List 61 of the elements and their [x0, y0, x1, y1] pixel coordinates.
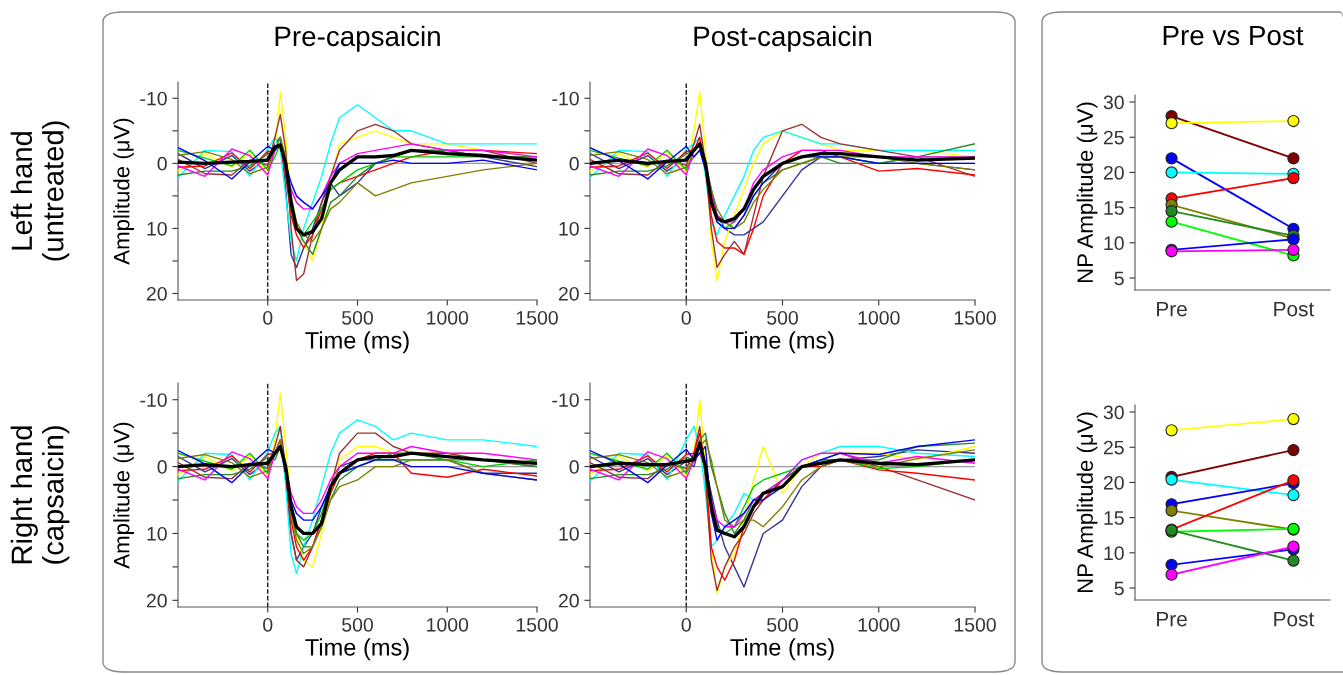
x-tick-label: Post: [1274, 611, 1315, 627]
y-tick-label: 0: [569, 460, 579, 474]
y-tick-label: 5: [1114, 581, 1124, 596]
x-tick-label: 1000: [858, 310, 900, 325]
x-tick-label: 1000: [427, 617, 469, 632]
y-tick-label: 0: [157, 156, 167, 171]
x-axis-title: Time (ms): [730, 331, 834, 354]
y-tick-label: -10: [140, 393, 167, 407]
x-tick-label: 1000: [858, 617, 900, 632]
y-tick-label: 15: [1104, 511, 1124, 525]
y-tick-label: 30: [1103, 405, 1124, 420]
x-tick-label: 500: [342, 310, 373, 325]
y-tick-label: 20: [558, 593, 579, 608]
y-tick-label: 20: [1103, 475, 1124, 490]
y-tick-label: 25: [1103, 130, 1124, 145]
y-tick-label: 0: [569, 156, 579, 171]
x-tick-label: 1500: [516, 310, 558, 325]
y-tick-label: 20: [146, 593, 167, 608]
y-tick-label: 15: [1104, 201, 1124, 215]
y-tick-label: 10: [1104, 236, 1124, 251]
y-tick-label: 20: [1103, 165, 1124, 180]
y-tick-label: 10: [147, 221, 167, 236]
text: Left hand (untreated): [10, 121, 70, 261]
x-tick-label: 0: [681, 310, 691, 325]
x-tick-label: 1000: [427, 310, 469, 325]
chart-title: Pre-capsaicin: [275, 25, 440, 52]
text: Right hand (capsaicin): [10, 426, 70, 564]
x-tick-label: 0: [263, 617, 273, 632]
x-tick-label: 0: [681, 617, 691, 632]
y-tick-label: 5: [1114, 271, 1124, 286]
x-tick-label: 500: [767, 617, 798, 632]
y-tick-label: -10: [552, 91, 579, 106]
y-tick-label: -10: [552, 393, 579, 407]
chart-title: Pre vs Post: [1163, 25, 1304, 46]
x-axis-title: Time (ms): [305, 331, 409, 354]
y-axis-title: Amplitude (μV): [113, 422, 134, 569]
x-tick-label: 1500: [954, 617, 996, 632]
x-tick-label: Pre: [1157, 611, 1187, 627]
x-tick-label: 500: [342, 617, 373, 632]
x-tick-label: 500: [767, 310, 798, 325]
x-axis-title: Time (ms): [305, 638, 409, 661]
y-tick-label: 20: [146, 286, 167, 301]
y-tick-label: -10: [140, 91, 167, 106]
y-tick-label: 10: [1104, 546, 1124, 561]
x-tick-label: 0: [263, 310, 273, 325]
x-axis-title: Time (ms): [730, 638, 834, 661]
y-tick-label: 25: [1103, 440, 1124, 455]
x-tick-label: Post: [1274, 301, 1315, 317]
y-axis-title: NP Amplitude (μV): [1076, 412, 1098, 593]
y-tick-label: 10: [147, 526, 167, 541]
y-tick-label: 10: [559, 526, 579, 541]
y-tick-label: 10: [559, 221, 579, 236]
y-tick-label: 20: [558, 286, 579, 301]
y-tick-label: 0: [157, 460, 167, 474]
y-axis-title: NP Amplitude (μV): [1076, 102, 1098, 283]
x-tick-label: Pre: [1157, 301, 1187, 317]
x-tick-label: 1500: [954, 310, 996, 325]
y-axis-title: Amplitude (μV): [113, 118, 134, 265]
x-tick-label: 1500: [516, 617, 558, 632]
y-tick-label: 30: [1103, 95, 1124, 110]
chart-title: Post-capsaicin: [694, 25, 872, 52]
